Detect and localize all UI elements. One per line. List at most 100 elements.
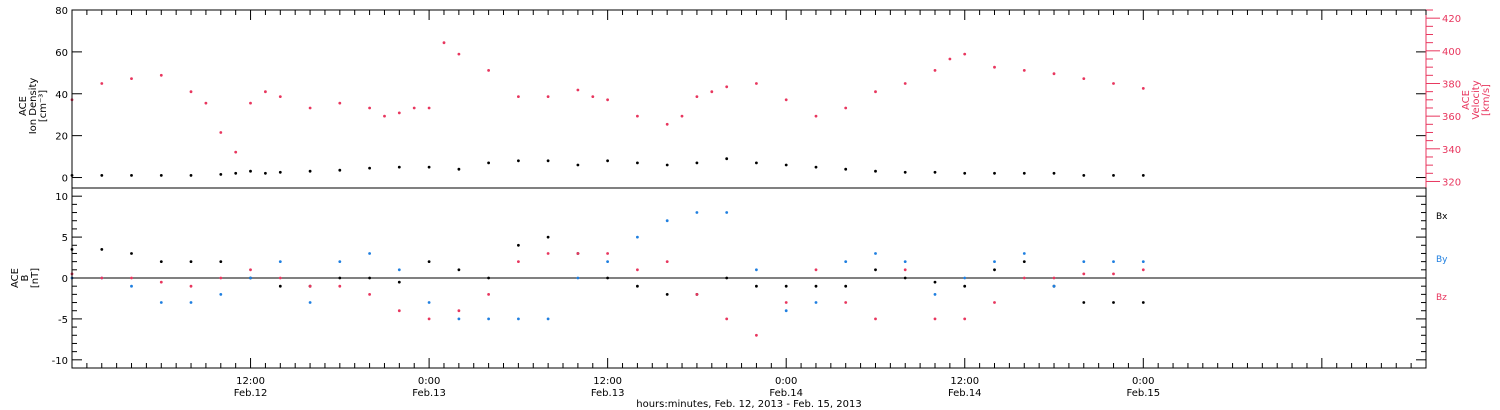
ion-density-point (874, 169, 877, 173)
velocity-point (725, 85, 729, 89)
by-point (130, 284, 133, 288)
by-point (725, 211, 729, 214)
velocity-point (264, 90, 267, 94)
by-point (1141, 260, 1145, 263)
velocity-point (189, 90, 193, 94)
ion-density-point (249, 169, 252, 173)
density-axis-ticks: 0 20 40 60 80 (55, 6, 1426, 185)
by-point (338, 260, 342, 263)
bz-point (903, 268, 907, 272)
bx-point (130, 252, 133, 255)
bx-point (1112, 301, 1115, 304)
bz-point (1022, 276, 1026, 280)
velocity-point (844, 106, 848, 110)
ion-density-point (1141, 174, 1145, 177)
bx-point (1082, 301, 1086, 304)
field-axis-label-line-2: B (20, 274, 31, 281)
bx-point (903, 276, 907, 280)
velocity-point (1022, 69, 1026, 72)
velocity-point (1112, 82, 1115, 85)
velocity-point (1052, 72, 1056, 76)
time-tick-label: 12:00 (593, 376, 622, 387)
ion-density-point (130, 174, 133, 177)
bz-point (993, 301, 996, 304)
bx-point (100, 248, 104, 251)
ion-density-point (397, 165, 401, 169)
velocity-point (308, 106, 312, 110)
bz-point (546, 252, 550, 255)
ion-density-point (963, 171, 967, 175)
ion-density-point (338, 168, 342, 172)
by-point (308, 301, 312, 304)
field-tick-label: 5 (62, 233, 68, 244)
velocity-point (546, 95, 550, 98)
velocity-point (1141, 87, 1145, 90)
velocity-point (755, 82, 758, 85)
velocity-point (784, 98, 788, 102)
by-point (814, 301, 818, 304)
by-point (487, 317, 490, 321)
velocity-point (606, 98, 609, 102)
bz-point (338, 284, 342, 288)
velocity-point (278, 95, 282, 98)
by-point (933, 293, 937, 296)
ion-density-point (844, 167, 848, 171)
legend-by: By (1436, 255, 1448, 265)
ion-density-point (933, 170, 937, 174)
ion-density-point (546, 159, 550, 163)
ion-density-point (427, 165, 431, 169)
density-tick-label: 60 (55, 48, 68, 59)
ion-density-point (1022, 171, 1026, 175)
field-tick-label: 10 (55, 192, 68, 203)
velocity-tick-label: 420 (1442, 14, 1461, 25)
velocity-point (903, 82, 907, 85)
bx-point (606, 276, 609, 280)
ion-density-point (517, 159, 520, 163)
time-tick-label: 12:00 (236, 376, 265, 387)
density-axis-label-line-2: Ion Density (28, 78, 39, 135)
velocity-axis-label-line-3: [km/s] (1481, 84, 1492, 116)
bz-point (159, 280, 163, 284)
field-tick-label: -5 (58, 315, 68, 326)
bz-point (397, 309, 401, 313)
by-point (278, 260, 282, 263)
velocity-point (814, 114, 818, 118)
by-point (963, 276, 967, 280)
by-point (397, 268, 401, 272)
velocity-point (159, 73, 163, 77)
ion-density-point (665, 163, 669, 167)
velocity-point (680, 114, 684, 118)
ion-density-point (100, 174, 104, 177)
bz-point (457, 309, 461, 313)
velocity-tick-label: 360 (1442, 112, 1461, 123)
bz-point (606, 252, 609, 255)
velocity-point (427, 106, 431, 110)
ion-density-point (784, 163, 788, 167)
velocity-axis-label-line-2: Velocity (1471, 80, 1482, 119)
ion-density-point (695, 161, 699, 165)
velocity-point (710, 90, 714, 94)
bz-point (278, 276, 282, 280)
velocity-point (576, 88, 580, 92)
ion-density-point (278, 170, 282, 174)
bz-point (576, 252, 580, 255)
bz-point (308, 284, 312, 288)
by-point (606, 260, 609, 263)
top-panel: 0 20 40 60 80 320 340 360 380 400 420 ACE Ion Den… (18, 6, 1492, 189)
time-tick-label: 0:00 (1132, 376, 1154, 387)
density-axis-label-line-3: [cm⁻³] (38, 90, 49, 122)
velocity-point (487, 69, 490, 72)
density-tick-label: 20 (55, 132, 68, 143)
velocity-point (100, 82, 104, 85)
bz-point (636, 268, 639, 272)
bx-point (397, 280, 401, 284)
velocity-tick-label: 320 (1442, 177, 1461, 188)
velocity-point (204, 101, 208, 105)
bz-point (249, 268, 252, 272)
bx-point (963, 284, 967, 288)
velocity-point (442, 41, 446, 45)
bx-point (546, 235, 550, 239)
ion-density-point (606, 159, 609, 163)
by-point (903, 260, 907, 263)
